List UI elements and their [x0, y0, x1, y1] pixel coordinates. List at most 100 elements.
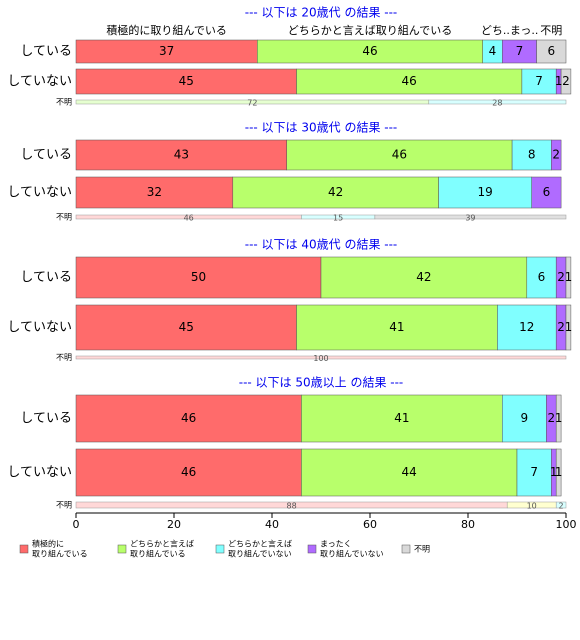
value-label: 32 [147, 185, 162, 199]
value-label: 45 [179, 74, 194, 88]
bar-segment [521, 68, 557, 95]
column-header: どちらかと言えば取り組んでいる [288, 24, 452, 37]
value-label: 7 [535, 74, 543, 88]
unknown-segment [428, 99, 567, 105]
value-label: 19 [478, 185, 493, 199]
row-label: している [20, 44, 72, 59]
bar-segment [438, 176, 532, 209]
value-label: 7 [516, 44, 524, 58]
x-tick-label: 100 [556, 518, 577, 531]
row-label: している [20, 148, 72, 163]
bar-segment [296, 304, 498, 351]
legend-swatch [19, 544, 29, 554]
bar-segment [531, 176, 562, 209]
legend-label: 不明 [414, 545, 430, 554]
unknown-segment [374, 214, 567, 220]
row-label: していない [7, 320, 72, 335]
panel-title: --- 以下は 50歳以上 の結果 --- [239, 376, 404, 390]
legend-label: どちらかと言えば [130, 539, 194, 549]
unknown-label: 不明 [56, 501, 72, 510]
unknown-value: 46 [184, 214, 194, 223]
panel-title: --- 以下は 30歳代 の結果 --- [245, 121, 398, 135]
value-label: 2 [552, 148, 560, 162]
column-header: 積極的に取り組んでいる [106, 23, 226, 37]
bar-segment [320, 256, 528, 299]
value-label: 50 [191, 270, 206, 284]
unknown-value: 15 [333, 214, 343, 223]
legend-label: まったく [320, 540, 352, 549]
bar-segment [75, 304, 297, 351]
legend-label: 取り組んでいない [320, 549, 384, 559]
legend-swatch [401, 544, 411, 554]
unknown-value: 10 [527, 502, 537, 511]
bar-segment [551, 139, 562, 171]
bar-segment [536, 39, 567, 64]
unknown-label: 不明 [56, 98, 72, 107]
value-label: 7 [530, 465, 538, 479]
unknown-segment [555, 501, 567, 509]
bar-segment [232, 176, 439, 209]
value-label: 1 [555, 411, 563, 425]
legend-label: 取り組んでいない [228, 549, 292, 559]
unknown-value: 28 [492, 99, 502, 108]
value-label: 46 [181, 465, 196, 479]
bar-segment [75, 139, 287, 171]
column-header: どち..まっ.. [481, 24, 539, 37]
row-label: していない [7, 465, 72, 480]
value-label: 2 [562, 74, 570, 88]
unknown-value: 39 [465, 214, 475, 223]
x-tick-label: 80 [461, 518, 475, 531]
bar-segment [301, 448, 518, 497]
value-label: 6 [547, 44, 555, 58]
value-label: 12 [519, 320, 534, 334]
value-label: 46 [181, 411, 196, 425]
value-label: 45 [179, 320, 194, 334]
legend-swatch [307, 544, 317, 554]
value-label: 2 [557, 320, 565, 334]
unknown-value: 100 [313, 354, 328, 363]
panel-title: --- 以下は 20歳代 の結果 --- [245, 6, 398, 20]
row-label: していない [7, 185, 72, 200]
bar-segment [560, 68, 572, 95]
bar-segment [511, 139, 552, 171]
bar-segment [75, 448, 302, 497]
bar-segment [75, 394, 302, 443]
panel-title: --- 以下は 40歳代 の結果 --- [245, 238, 398, 252]
bar-segment [497, 304, 557, 351]
legend-swatch [117, 544, 127, 554]
unknown-segment [75, 355, 567, 360]
value-label: 2 [547, 411, 555, 425]
bar-segment [565, 256, 572, 299]
value-label: 1 [565, 270, 573, 284]
x-tick-label: 0 [73, 518, 80, 531]
legend-label: 取り組んでいる [32, 549, 88, 559]
value-label: 46 [402, 74, 417, 88]
value-label: 1 [555, 465, 563, 479]
row-label: していない [7, 74, 72, 89]
value-label: 37 [159, 44, 174, 58]
unknown-value: 72 [247, 99, 257, 108]
value-label: 42 [416, 270, 431, 284]
value-label: 8 [528, 148, 536, 162]
unknown-value: 2 [559, 502, 564, 511]
bar-segment [286, 139, 513, 171]
row-label: している [20, 411, 72, 426]
value-label: 1 [555, 74, 563, 88]
unknown-value: 88 [287, 502, 297, 511]
bar-segment [516, 448, 552, 497]
value-label: 6 [543, 185, 551, 199]
bar-segment [75, 176, 234, 209]
value-label: 1 [565, 320, 573, 334]
value-label: 42 [328, 185, 343, 199]
value-label: 44 [402, 465, 417, 479]
x-tick-label: 20 [167, 518, 181, 531]
bar-segment [565, 304, 572, 351]
bar-segment [301, 394, 503, 443]
legend-swatch [215, 544, 225, 554]
legend-label: 積極的に [32, 539, 64, 549]
value-label: 43 [174, 148, 189, 162]
value-label: 1 [550, 465, 558, 479]
value-label: 41 [394, 411, 409, 425]
value-label: 9 [521, 411, 529, 425]
